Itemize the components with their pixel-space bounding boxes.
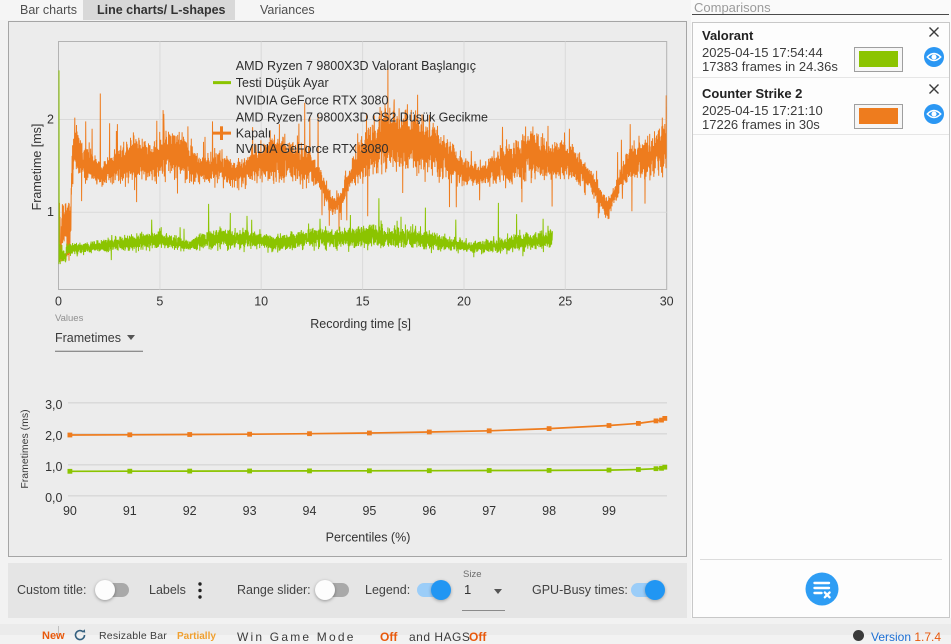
- svg-text:95: 95: [362, 504, 376, 518]
- svg-text:Recording time [s]: Recording time [s]: [310, 317, 411, 331]
- svg-text:25: 25: [558, 294, 572, 308]
- svg-text:90: 90: [63, 504, 77, 518]
- svg-text:Frametime [ms]: Frametime [ms]: [30, 124, 44, 211]
- svg-text:NVIDIA GeForce RTX 3080: NVIDIA GeForce RTX 3080: [236, 142, 389, 156]
- svg-text:Values: Values: [55, 313, 84, 324]
- svg-text:2: 2: [47, 113, 54, 127]
- svg-text:5: 5: [156, 294, 163, 308]
- svg-text:98: 98: [542, 504, 556, 518]
- svg-text:1: 1: [47, 205, 54, 219]
- svg-text:94: 94: [303, 504, 317, 518]
- svg-text:10: 10: [254, 294, 268, 308]
- svg-text:AMD Ryzen 7 9800X3D CS2 Düşük: AMD Ryzen 7 9800X3D CS2 Düşük Gecikme: [236, 111, 488, 125]
- svg-text:92: 92: [183, 504, 197, 518]
- svg-text:1,0: 1,0: [45, 460, 62, 474]
- svg-text:97: 97: [482, 504, 496, 518]
- svg-text:0: 0: [55, 294, 62, 308]
- svg-text:3,0: 3,0: [45, 398, 62, 412]
- svg-text:Testi Düşük Ayar: Testi Düşük Ayar: [236, 76, 329, 90]
- svg-text:2,0: 2,0: [45, 429, 62, 443]
- svg-text:30: 30: [660, 294, 674, 308]
- svg-text:Percentiles (%): Percentiles (%): [326, 530, 411, 544]
- svg-text:93: 93: [243, 504, 257, 518]
- svg-text:Frametimes (ms): Frametimes (ms): [19, 409, 31, 488]
- svg-text:96: 96: [422, 504, 436, 518]
- svg-text:Kapalı: Kapalı: [236, 126, 271, 140]
- svg-text:15: 15: [356, 294, 370, 308]
- svg-text:NVIDIA GeForce RTX 3080: NVIDIA GeForce RTX 3080: [236, 93, 389, 107]
- svg-text:91: 91: [123, 504, 137, 518]
- svg-text:Frametimes: Frametimes: [55, 331, 121, 345]
- svg-text:AMD Ryzen 7 9800X3D Valorant B: AMD Ryzen 7 9800X3D Valorant Başlangıç: [236, 59, 476, 73]
- svg-text:20: 20: [457, 294, 471, 308]
- svg-text:99: 99: [602, 504, 616, 518]
- svg-text:0,0: 0,0: [45, 491, 62, 505]
